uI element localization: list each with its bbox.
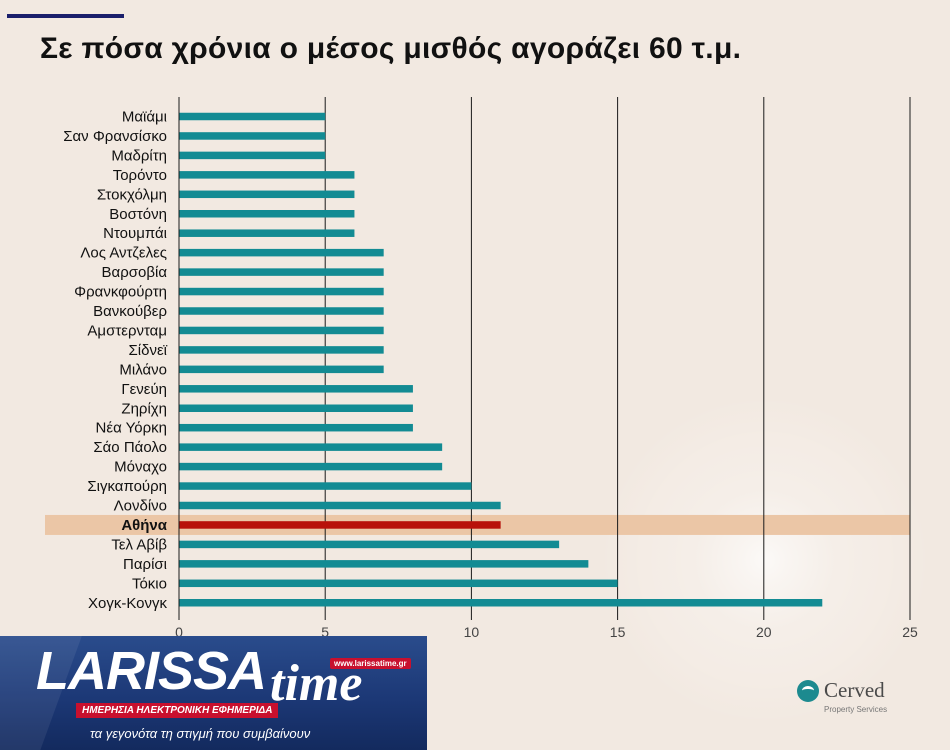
bar	[179, 248, 384, 257]
x-tick-label: 25	[902, 624, 918, 640]
category-label: Χογκ-Κονγκ	[88, 595, 168, 612]
category-label-highlight: Αθήνα	[121, 517, 167, 534]
title-accent-bar	[7, 14, 124, 18]
bar	[179, 190, 355, 199]
larissatime-logo: LARISSA time www.larissatime.gr ΗΜΕΡΗΣΙΑ…	[0, 636, 427, 750]
x-tick-label: 5	[321, 624, 329, 640]
bar	[179, 132, 326, 140]
bar	[179, 365, 384, 374]
bar	[179, 385, 413, 393]
bar	[179, 346, 384, 354]
cerved-subtitle: Property Services	[824, 705, 888, 714]
cerved-icon	[797, 680, 819, 702]
category-label: Παρίσι	[123, 556, 167, 573]
bar	[179, 462, 443, 471]
category-label: Βοστόνη	[109, 206, 167, 223]
bar	[179, 326, 384, 335]
category-label: Σιγκαπούρη	[87, 478, 167, 495]
category-label: Σίδνεϊ	[129, 342, 168, 359]
category-label: Γενεύη	[121, 381, 167, 398]
bar	[179, 229, 355, 237]
bar	[179, 171, 355, 179]
bar	[179, 307, 384, 315]
x-tick-label: 20	[756, 624, 772, 640]
bar	[179, 579, 618, 588]
bar	[179, 151, 326, 160]
bar	[179, 560, 589, 568]
bar	[179, 599, 823, 607]
category-label: Λονδίνο	[114, 498, 167, 515]
logo-url: www.larissatime.gr	[330, 658, 411, 669]
bar-highlight	[179, 521, 501, 529]
category-label: Μαϊάμι	[122, 109, 167, 126]
bar	[179, 443, 443, 451]
bar	[179, 482, 472, 490]
bar	[179, 268, 384, 276]
bar	[179, 210, 355, 218]
logo-slogan: τα γεγονότα τη στιγμή που συμβαίνουν	[90, 726, 311, 741]
category-label: Τελ Αβίβ	[111, 536, 167, 553]
category-label: Λος Αντζελες	[80, 245, 167, 262]
category-label: Νέα Υόρκη	[96, 420, 167, 437]
x-tick-label: 10	[464, 624, 480, 640]
bar	[179, 112, 326, 121]
bar	[179, 423, 413, 432]
category-label: Αμστερνταμ	[87, 322, 167, 339]
category-label: Βανκούβερ	[93, 303, 167, 320]
category-label: Φρανκφούρτη	[74, 284, 167, 301]
logo-larissa-text: LARISSA	[36, 641, 267, 701]
bar	[179, 540, 560, 549]
category-label: Ντουμπάι	[103, 225, 167, 242]
category-label: Τόκιο	[132, 575, 167, 592]
cerved-name: Cerved	[824, 678, 885, 702]
category-label: Σαν Φρανσίσκο	[63, 128, 167, 145]
category-label: Ζηρίχη	[121, 400, 167, 417]
category-label: Σάο Πάολο	[93, 439, 167, 456]
bar	[179, 501, 501, 510]
background-glow	[600, 400, 930, 720]
category-label: Μόναχο	[114, 459, 167, 476]
x-tick-label: 0	[175, 624, 183, 640]
category-label: Στοκχόλμη	[97, 186, 167, 203]
bar	[179, 404, 413, 412]
category-label: Βαρσοβία	[102, 264, 168, 281]
category-label: Τορόντο	[113, 167, 167, 184]
chart-title: Σε πόσα χρόνια ο μέσος μισθός αγοράζει 6…	[40, 32, 742, 65]
bar	[179, 287, 384, 296]
category-label: Μαδρίτη	[111, 147, 167, 164]
category-label: Μιλάνο	[119, 361, 167, 378]
logo-tagline: ΗΜΕΡΗΣΙΑ ΗΛΕΚΤΡΟΝΙΚΗ ΕΦΗΜΕΡΙΔΑ	[76, 703, 279, 718]
x-tick-label: 15	[610, 624, 626, 640]
